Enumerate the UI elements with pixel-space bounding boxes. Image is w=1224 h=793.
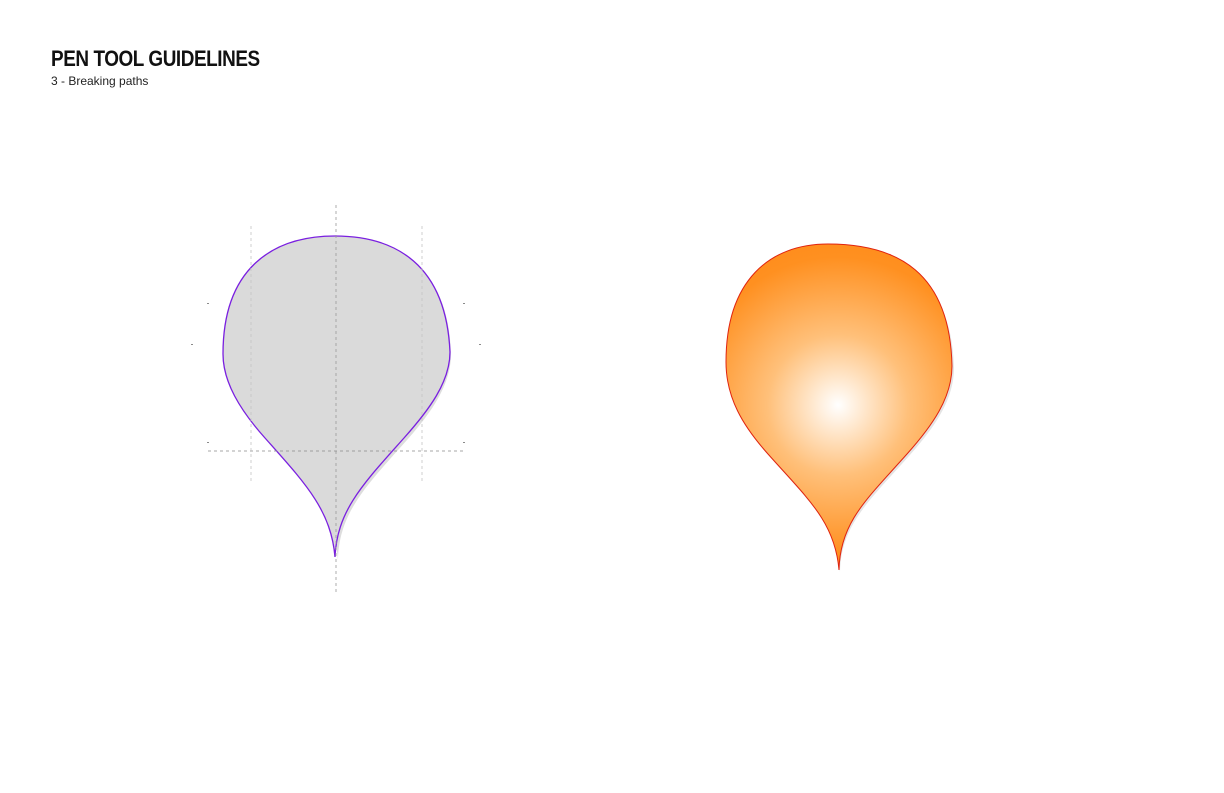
tick-right-upper [463, 303, 465, 304]
tick-right-lower [463, 442, 465, 443]
tick-left-upper [207, 303, 209, 304]
anchor-ticks [191, 303, 481, 443]
final-drop-shape [725, 243, 954, 572]
construction-guides [208, 205, 465, 594]
page-title: PEN TOOL GUIDELINES [51, 46, 260, 71]
guided-drop-shape [191, 205, 481, 594]
page-header: PEN TOOL GUIDELINES 3 - Breaking paths [51, 46, 294, 88]
page-subtitle: 3 - Breaking paths [51, 74, 149, 88]
drop-shape-left [222, 235, 451, 558]
tick-right-mid [479, 344, 481, 345]
tick-left-lower [207, 442, 209, 443]
tick-left-mid [191, 344, 193, 345]
drop-shape-right [725, 243, 953, 571]
